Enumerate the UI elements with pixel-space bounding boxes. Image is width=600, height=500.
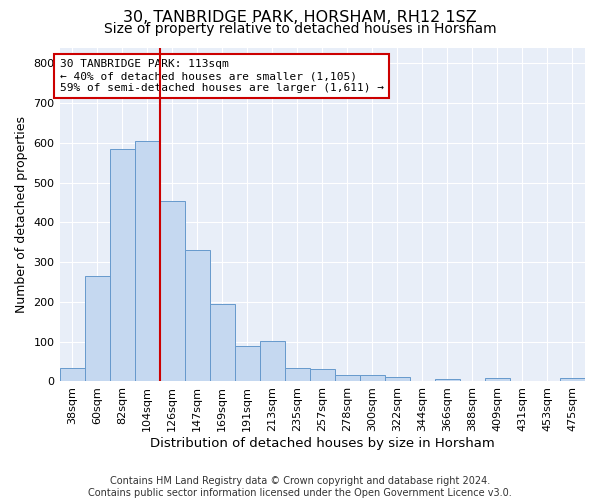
Bar [235,346,260,382]
Bar [110,149,134,382]
Text: 30, TANBRIDGE PARK, HORSHAM, RH12 1SZ: 30, TANBRIDGE PARK, HORSHAM, RH12 1SZ [123,10,477,25]
Text: Size of property relative to detached houses in Horsham: Size of property relative to detached ho… [104,22,496,36]
Bar [209,304,235,382]
X-axis label: Distribution of detached houses by size in Horsham: Distribution of detached houses by size … [150,437,494,450]
Y-axis label: Number of detached properties: Number of detached properties [15,116,28,313]
Bar [59,368,85,382]
Bar [185,250,209,382]
Bar [385,376,410,382]
Bar [260,340,285,382]
Bar [310,368,335,382]
Bar [335,374,360,382]
Bar [134,141,160,382]
Bar [435,378,460,382]
Text: Contains HM Land Registry data © Crown copyright and database right 2024.
Contai: Contains HM Land Registry data © Crown c… [88,476,512,498]
Bar [85,276,110,382]
Bar [485,378,510,382]
Bar [160,200,185,382]
Bar [560,378,585,382]
Text: 30 TANBRIDGE PARK: 113sqm
← 40% of detached houses are smaller (1,105)
59% of se: 30 TANBRIDGE PARK: 113sqm ← 40% of detac… [59,60,383,92]
Bar [360,374,385,382]
Bar [285,368,310,382]
